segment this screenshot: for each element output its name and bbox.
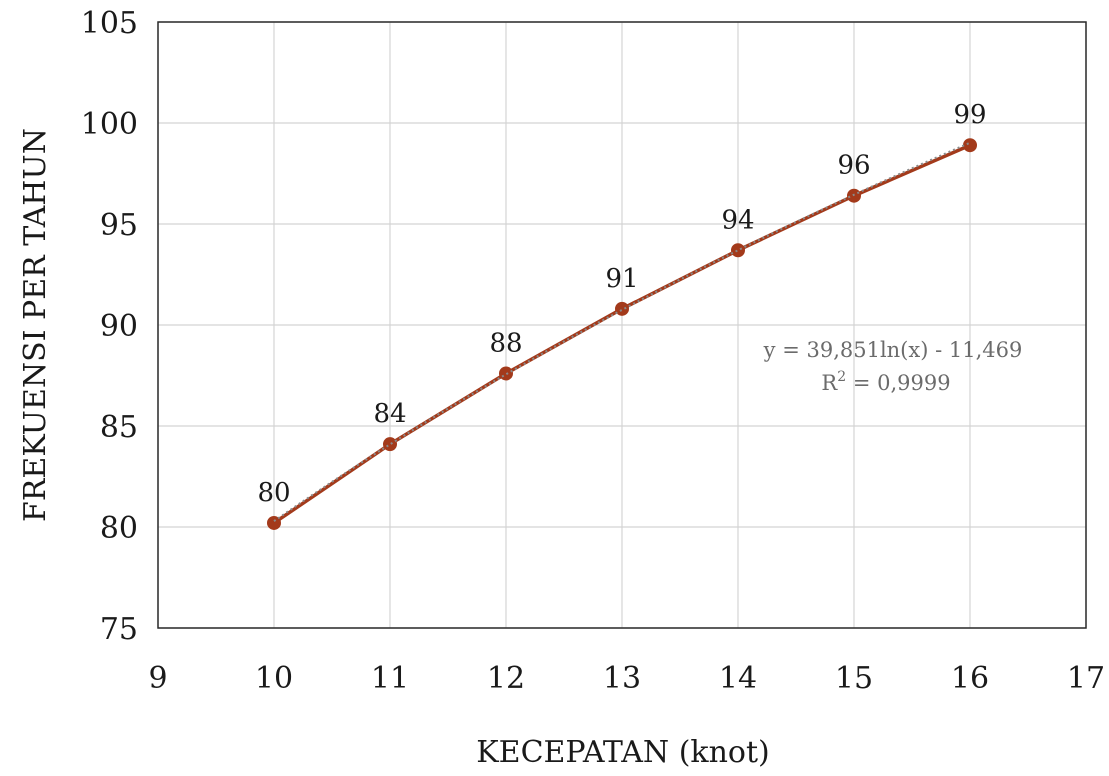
x-axis-title: KECEPATAN (knot) (476, 735, 769, 770)
grid (157, 21, 1087, 629)
data-label: 99 (953, 100, 986, 130)
data-label: 88 (489, 328, 522, 358)
plot-area-border (157, 21, 1087, 629)
x-tick-label: 11 (371, 661, 409, 696)
x-tick-label: 12 (487, 661, 525, 696)
x-tick-label: 14 (719, 661, 757, 696)
data-point (731, 243, 745, 258)
y-tick-label: 85 (100, 410, 138, 445)
y-tick-labels: 75 80 85 90 95 100 105 (81, 6, 138, 647)
data-label: 84 (373, 399, 406, 429)
x-tick-labels: 9 10 11 12 13 14 15 16 17 (148, 661, 1105, 696)
r-squared-value: = 0,9999 (846, 371, 950, 395)
x-tick-label: 16 (951, 661, 989, 696)
x-tick-label: 9 (148, 661, 167, 696)
y-tick-label: 105 (81, 6, 138, 41)
data-point (615, 301, 629, 316)
data-label: 96 (837, 151, 870, 181)
r-squared-symbol: R (821, 371, 838, 395)
x-tick-label: 17 (1067, 661, 1105, 696)
data-label: 91 (605, 264, 638, 294)
r-squared-superscript: 2 (837, 369, 846, 385)
x-tick-label: 15 (835, 661, 873, 696)
trendline-group (273, 141, 971, 522)
y-tick-label: 80 (100, 511, 138, 546)
y-tick-label: 100 (81, 107, 138, 142)
y-tick-label: 75 (100, 612, 138, 647)
y-tick-label: 95 (100, 208, 138, 243)
data-point (267, 515, 281, 530)
y-tick-label: 90 (100, 309, 138, 344)
x-tick-label: 10 (255, 661, 293, 696)
trendline (273, 141, 971, 522)
x-tick-label: 13 (603, 661, 641, 696)
data-point (963, 138, 977, 153)
data-label: 80 (257, 478, 290, 508)
data-point (383, 437, 397, 452)
y-axis-title: FREKUENSI PER TAHUN (18, 128, 53, 522)
data-label: 94 (721, 205, 754, 235)
trendline-r-squared: R2 = 0,9999 (821, 369, 950, 395)
trendline-equation: y = 39,851ln(x) - 11,469 (763, 338, 1023, 362)
data-labels: 80 84 88 91 94 96 99 (257, 100, 986, 508)
